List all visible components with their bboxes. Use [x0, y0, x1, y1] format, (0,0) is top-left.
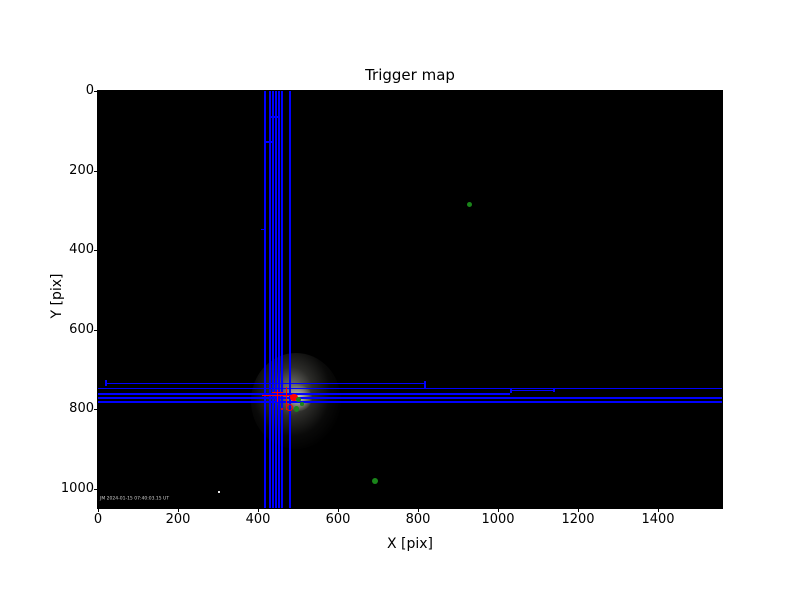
y-tick-label: 600 — [69, 321, 94, 337]
crosshair-marker — [277, 389, 279, 402]
trigger-box-hline — [98, 401, 722, 403]
x-tick-label: 1000 — [481, 512, 515, 527]
trigger-box-vline — [278, 91, 280, 508]
detection-speck — [280, 407, 284, 411]
trigger-box-vline — [289, 91, 291, 508]
star-dot — [372, 477, 379, 484]
plot-area: JM 2024-01-15 07:40:03.15 UT — [97, 90, 723, 509]
trigger-box-edge — [264, 141, 273, 143]
x-tick-label: 0 — [93, 512, 103, 527]
trigger-box-vline — [272, 91, 274, 508]
star-dot — [466, 201, 472, 207]
y-tick-label: 0 — [85, 83, 94, 98]
trigger-box-edge — [553, 387, 555, 392]
crosshair-marker — [286, 387, 288, 411]
x-tick-mark — [418, 508, 419, 512]
x-tick-mark — [658, 508, 659, 512]
trigger-box-edge — [510, 387, 512, 394]
x-tick-mark — [578, 508, 579, 512]
trigger-box-edge — [105, 379, 107, 386]
y-tick-label: 200 — [69, 162, 94, 178]
y-tick-mark — [94, 409, 98, 411]
trigger-box-edge — [269, 116, 279, 118]
trigger-box-hline — [510, 389, 554, 392]
trigger-box-hline — [98, 393, 510, 395]
x-tick-label: 1400 — [641, 512, 675, 527]
trigger-box-vline — [264, 91, 266, 508]
y-tick-label: 1000 — [60, 480, 94, 496]
x-tick-label: 200 — [165, 512, 191, 527]
x-tick-mark — [258, 508, 259, 512]
crosshair-marker — [262, 395, 296, 397]
trigger-box-hline — [105, 382, 424, 385]
timestamp-watermark: JM 2024-01-15 07:40:03.15 UT — [100, 496, 170, 502]
y-tick-mark — [94, 250, 98, 251]
trigger-box-edge — [424, 381, 426, 388]
trigger-box-vline — [269, 91, 271, 508]
x-tick-mark — [338, 508, 339, 512]
x-tick-mark — [98, 508, 99, 512]
trigger-box-hline — [98, 397, 722, 399]
x-axis-label: X [pix] — [386, 536, 434, 552]
y-tick-mark — [94, 170, 98, 172]
y-tick-label: 800 — [69, 401, 94, 417]
y-tick-mark — [94, 329, 98, 331]
x-tick-label: 1200 — [561, 512, 595, 527]
chart-title: Trigger map — [365, 66, 455, 84]
trigger-box-edge — [261, 228, 266, 231]
x-tick-mark — [498, 508, 499, 512]
x-tick-label: 600 — [325, 512, 351, 527]
x-tick-mark — [178, 508, 179, 512]
y-tick-mark — [94, 488, 98, 490]
y-tick-label: 400 — [69, 242, 94, 257]
star-dot — [294, 406, 300, 412]
hot-pixel — [218, 490, 220, 493]
detection-ring — [285, 404, 293, 412]
star-dot — [300, 402, 304, 406]
detection-dot — [290, 394, 298, 402]
x-tick-label: 400 — [245, 512, 271, 527]
x-tick-label: 800 — [405, 512, 431, 527]
trigger-box-vline — [275, 91, 277, 508]
star-dot — [296, 397, 302, 403]
y-tick-mark — [94, 91, 98, 92]
trigger-box-hline — [98, 387, 722, 390]
trigger-box-vline — [281, 91, 283, 508]
